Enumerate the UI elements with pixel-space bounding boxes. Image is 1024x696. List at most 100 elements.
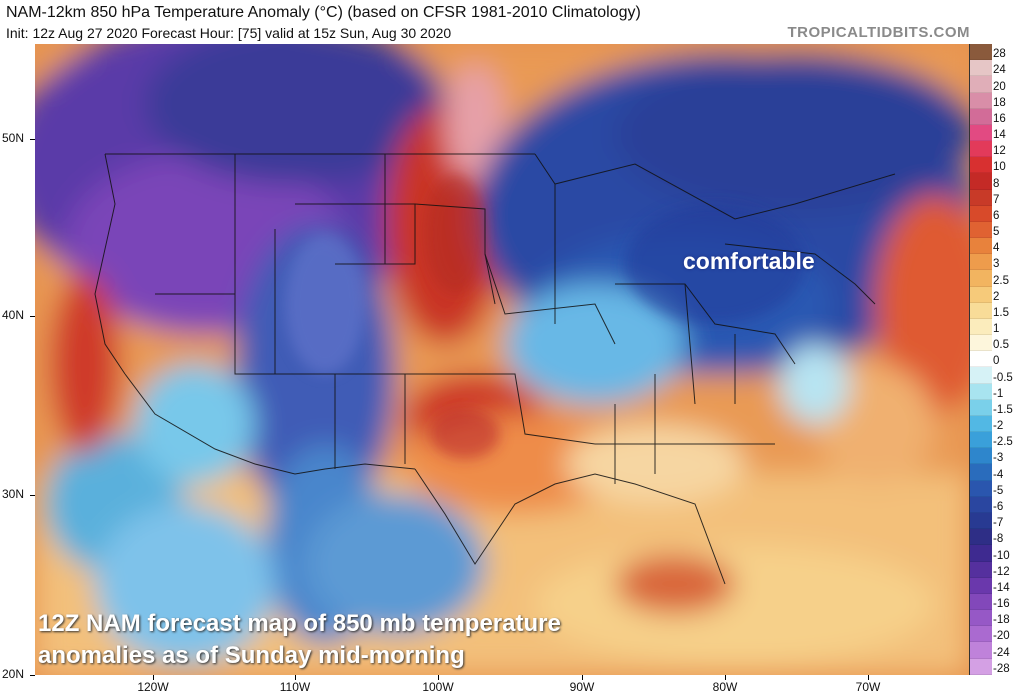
caption-line-1: 12Z NAM forecast map of 850 mb temperatu…	[38, 610, 561, 637]
colorbar-swatch	[970, 286, 992, 303]
colorbar-swatch	[970, 76, 992, 93]
colorbar-swatch	[970, 141, 992, 158]
colorbar-label: -20	[993, 630, 1010, 643]
lat-label-40: 40N	[2, 308, 25, 322]
colorbar-swatch	[970, 448, 992, 465]
colorbar-label: -7	[993, 517, 1004, 530]
lon-label-100: 100W	[422, 680, 454, 694]
colorbar-label: -8	[993, 533, 1004, 546]
colorbar-label: 14	[993, 129, 1006, 142]
colorbar-label: 16	[993, 112, 1006, 125]
colorbar-label: 24	[993, 64, 1006, 77]
colorbar-swatch	[970, 480, 992, 497]
colorbar-swatch	[970, 464, 992, 481]
colorbar-label: -1.5	[993, 403, 1013, 416]
colorbar-swatch	[970, 496, 992, 513]
colorbar-label: 10	[993, 161, 1006, 174]
lat-label-30: 30N	[2, 487, 25, 501]
colorbar-label: 8	[993, 177, 1000, 190]
colorbar-swatch	[970, 399, 992, 416]
colorbar-label: 7	[993, 193, 1000, 206]
colorbar-swatch	[970, 254, 992, 271]
anomaly-field	[35, 44, 969, 675]
colorbar-label: 4	[993, 242, 1000, 255]
lat-label-20: 20N	[2, 667, 25, 681]
colorbar-label: 12	[993, 145, 1006, 158]
colorbar-label: 1	[993, 323, 1000, 336]
colorbar-label: -2	[993, 420, 1004, 433]
colorbar-swatch	[970, 60, 992, 77]
colorbar-swatch	[970, 658, 992, 675]
colorbar-swatch	[970, 157, 992, 174]
colorbar-swatch	[970, 561, 992, 578]
colorbar-label: 3	[993, 258, 1000, 271]
brand-watermark[interactable]: TROPICALTIDBITS.COM	[787, 24, 970, 41]
colorbar-label: 0.5	[993, 339, 1009, 352]
anomaly-map	[35, 44, 969, 675]
colorbar-label: 28	[993, 48, 1006, 61]
colorbar-swatch	[970, 270, 992, 287]
colorbar-swatch	[970, 173, 992, 190]
colorbar-swatch	[970, 335, 992, 352]
lon-label-90: 90W	[569, 680, 595, 694]
lat-tick-40	[30, 316, 35, 317]
colorbar-label: -3	[993, 452, 1004, 465]
lon-label-110: 110W	[279, 680, 311, 694]
colorbar-swatch	[970, 124, 992, 142]
comfortable-annotation: comfortable	[683, 248, 815, 274]
colorbar-label: -10	[993, 549, 1010, 562]
colorbar	[969, 44, 992, 675]
caption-line-2: anomalies as of Sunday mid-morning	[38, 642, 465, 669]
lat-tick-20	[30, 675, 35, 676]
colorbar-label: 1.5	[993, 306, 1009, 319]
colorbar-swatch	[970, 593, 992, 611]
colorbar-label: -12	[993, 565, 1010, 578]
lon-tick-80	[725, 675, 726, 680]
lat-tick-50	[30, 139, 35, 140]
lon-tick-100	[438, 675, 439, 680]
colorbar-swatch	[970, 108, 992, 125]
colorbar-swatch	[970, 221, 992, 239]
colorbar-swatch	[970, 432, 992, 449]
colorbar-swatch	[970, 189, 992, 206]
lat-label-50: 50N	[2, 131, 25, 145]
colorbar-label: 2.5	[993, 274, 1009, 287]
lon-label-80: 80W	[712, 680, 738, 694]
colorbar-swatch	[970, 92, 992, 109]
colorbar-swatch	[970, 626, 992, 643]
colorbar-label: 2	[993, 290, 1000, 303]
colorbar-swatch	[970, 318, 992, 336]
colorbar-swatch	[970, 545, 992, 562]
colorbar-swatch	[970, 577, 992, 594]
lon-tick-90	[582, 675, 583, 680]
lat-tick-30	[30, 495, 35, 496]
lon-label-70: 70W	[855, 680, 881, 694]
colorbar-swatch	[970, 351, 992, 368]
colorbar-label: -18	[993, 614, 1010, 627]
colorbar-label: -24	[993, 646, 1010, 659]
colorbar-label: -4	[993, 468, 1004, 481]
colorbar-swatch	[970, 302, 992, 319]
colorbar-label: -2.5	[993, 436, 1013, 449]
colorbar-labels: 28 24 20 18 16 14 12 10 8 7 6 5 4 3 2.5 2 1.5 1 0.5 0 -0.5 -1…	[993, 44, 1024, 675]
colorbar-label: 0	[993, 355, 1000, 368]
colorbar-swatch	[970, 529, 992, 546]
colorbar-label: -0.5	[993, 371, 1013, 384]
colorbar-swatch	[970, 642, 992, 659]
map-subtitle: Init: 12z Aug 27 2020 Forecast Hour: [75…	[6, 25, 452, 41]
colorbar-label: -28	[993, 662, 1010, 675]
colorbar-label: 6	[993, 209, 1000, 222]
map-caption: 12Z NAM forecast map of 850 mb temperatu…	[38, 608, 561, 672]
colorbar-swatch	[970, 383, 992, 400]
colorbar-swatch	[970, 205, 992, 222]
colorbar-swatch	[970, 367, 992, 384]
colorbar-label: -16	[993, 598, 1010, 611]
colorbar-label: 18	[993, 96, 1006, 109]
colorbar-label: -6	[993, 500, 1004, 513]
colorbar-label: -1	[993, 387, 1004, 400]
colorbar-label: -14	[993, 581, 1010, 594]
lon-tick-70	[868, 675, 869, 680]
lon-label-120: 120W	[137, 680, 169, 694]
colorbar-swatch	[970, 610, 992, 627]
lon-tick-120	[153, 675, 154, 680]
